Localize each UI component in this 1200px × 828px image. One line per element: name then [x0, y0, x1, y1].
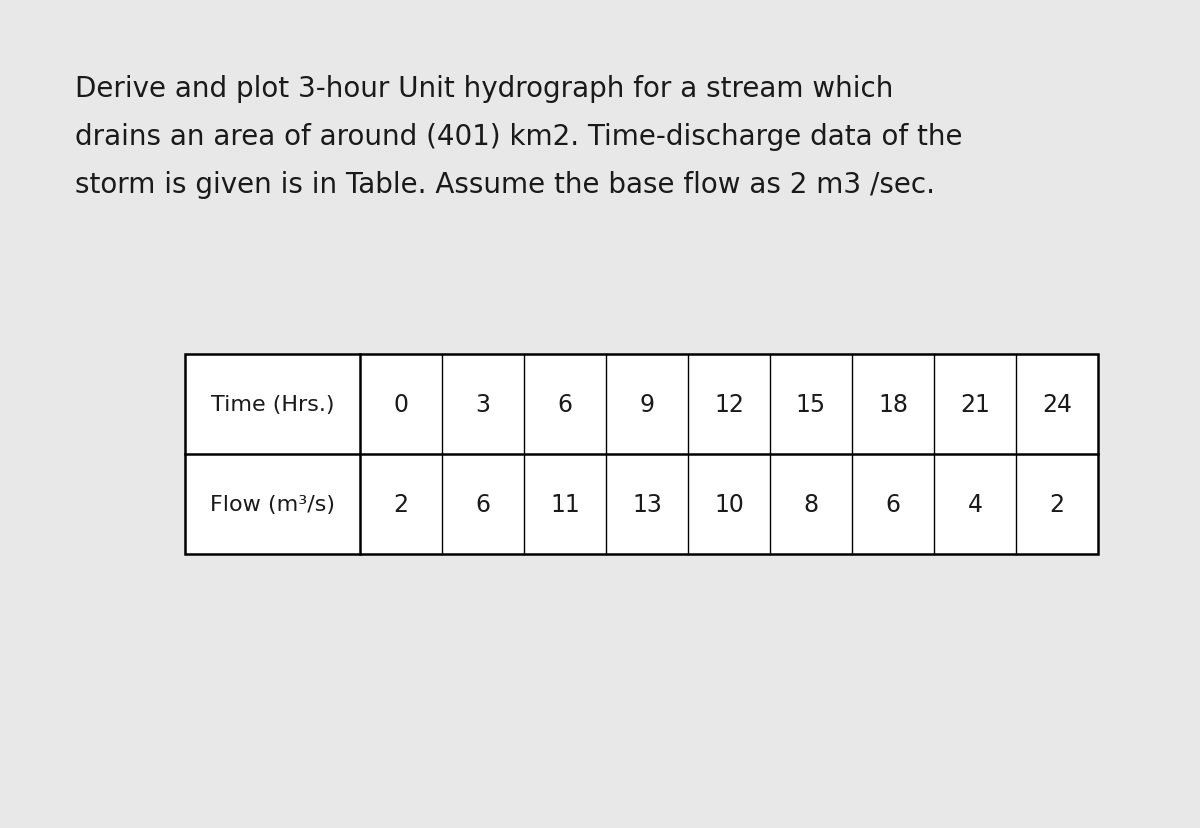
Text: 21: 21	[960, 392, 990, 416]
Text: 12: 12	[714, 392, 744, 416]
Text: 8: 8	[804, 493, 818, 517]
Bar	[185, 354, 1098, 554]
Text: 3: 3	[475, 392, 491, 416]
Text: 15: 15	[796, 392, 826, 416]
Text: 9: 9	[640, 392, 654, 416]
Text: 24: 24	[1042, 392, 1072, 416]
Text: 6: 6	[475, 493, 491, 517]
Text: 18: 18	[878, 392, 908, 416]
Text: 10: 10	[714, 493, 744, 517]
Text: 2: 2	[1050, 493, 1064, 517]
Text: Derive and plot 3-hour Unit hydrograph for a stream which: Derive and plot 3-hour Unit hydrograph f…	[74, 75, 893, 103]
Text: 6: 6	[886, 493, 900, 517]
Text: Time (Hrs.): Time (Hrs.)	[211, 394, 335, 415]
Text: 13: 13	[632, 493, 662, 517]
Text: 0: 0	[394, 392, 408, 416]
Text: storm is given is in Table. Assume the base flow as 2 m3 /sec.: storm is given is in Table. Assume the b…	[74, 171, 935, 199]
Text: Flow (m³/s): Flow (m³/s)	[210, 494, 335, 514]
Text: 2: 2	[394, 493, 408, 517]
Text: 6: 6	[558, 392, 572, 416]
Text: 4: 4	[967, 493, 983, 517]
Text: 11: 11	[550, 493, 580, 517]
Text: drains an area of around (401) km2. Time-discharge data of the: drains an area of around (401) km2. Time…	[74, 123, 962, 151]
